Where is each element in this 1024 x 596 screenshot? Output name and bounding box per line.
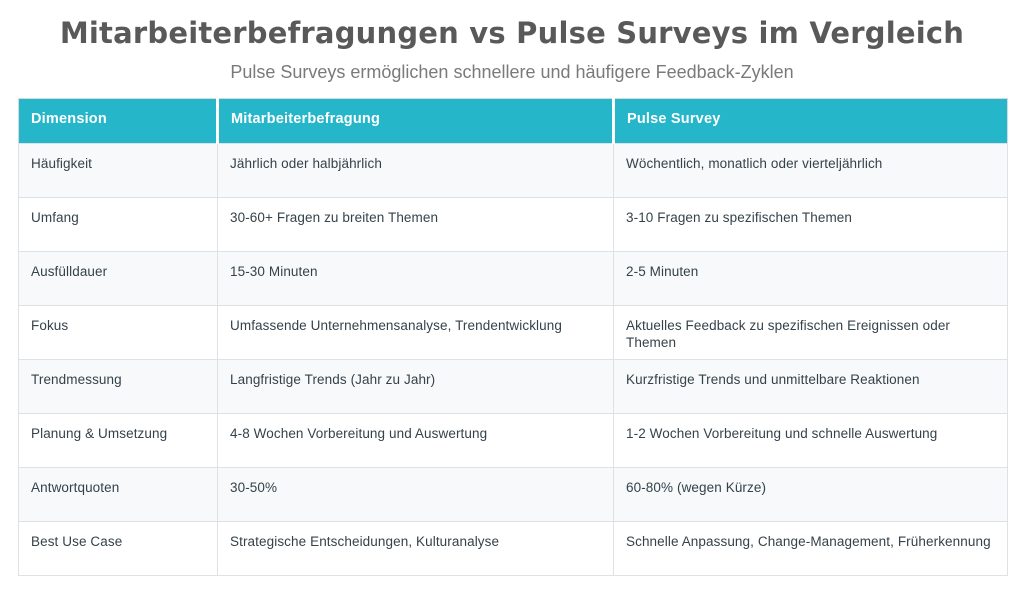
- page-title: Mitarbeiterbefragungen vs Pulse Surveys …: [59, 16, 965, 50]
- table-header-row: Dimension Mitarbeiterbefragung Pulse Sur…: [18, 98, 1008, 144]
- cell-pulse: 2-5 Minuten: [613, 251, 1008, 306]
- cell-pulse: Schnelle Anpassung, Change-Management, F…: [613, 521, 1008, 576]
- cell-pulse: Kurzfristige Trends und unmittelbare Rea…: [613, 359, 1008, 414]
- comparison-table: Dimension Mitarbeiterbefragung Pulse Sur…: [18, 98, 1008, 576]
- cell-pulse: Aktuelles Feedback zu spezifischen Ereig…: [613, 305, 1008, 360]
- cell-befragung: 15-30 Minuten: [217, 251, 614, 306]
- cell-befragung: Jährlich oder halbjährlich: [217, 143, 614, 198]
- cell-pulse: 1-2 Wochen Vorbereitung und schnelle Aus…: [613, 413, 1008, 468]
- cell-dimension: Umfang: [18, 197, 218, 252]
- table-row: Antwortquoten 30-50% 60-80% (wegen Kürze…: [18, 467, 1008, 522]
- table-row: Fokus Umfassende Unternehmensanalyse, Tr…: [18, 305, 1008, 360]
- cell-pulse: 3-10 Fragen zu spezifischen Themen: [613, 197, 1008, 252]
- cell-dimension: Trendmessung: [18, 359, 218, 414]
- page-subtitle: Pulse Surveys ermöglichen schnellere und…: [230, 62, 794, 82]
- table-row: Planung & Umsetzung 4-8 Wochen Vorbereit…: [18, 413, 1008, 468]
- table-row: Trendmessung Langfristige Trends (Jahr z…: [18, 359, 1008, 414]
- column-header-mitarbeiterbefragung: Mitarbeiterbefragung: [216, 98, 614, 144]
- table-header: Dimension Mitarbeiterbefragung Pulse Sur…: [18, 98, 1008, 144]
- cell-dimension: Fokus: [18, 305, 218, 360]
- cell-befragung: Langfristige Trends (Jahr zu Jahr): [217, 359, 614, 414]
- table-body: Häufigkeit Jährlich oder halbjährlich Wö…: [18, 143, 1008, 576]
- column-header-dimension: Dimension: [18, 98, 218, 144]
- cell-befragung: 4-8 Wochen Vorbereitung und Auswertung: [217, 413, 614, 468]
- table-row: Häufigkeit Jährlich oder halbjährlich Wö…: [18, 143, 1008, 198]
- table-row: Umfang 30-60+ Fragen zu breiten Themen 3…: [18, 197, 1008, 252]
- cell-pulse: Wöchentlich, monatlich oder vierteljährl…: [613, 143, 1008, 198]
- cell-befragung: Strategische Entscheidungen, Kulturanaly…: [217, 521, 614, 576]
- cell-dimension: Planung & Umsetzung: [18, 413, 218, 468]
- cell-dimension: Häufigkeit: [18, 143, 218, 198]
- cell-befragung: 30-50%: [217, 467, 614, 522]
- cell-dimension: Best Use Case: [18, 521, 218, 576]
- column-header-pulse-survey: Pulse Survey: [612, 98, 1008, 144]
- table-row: Ausfülldauer 15-30 Minuten 2-5 Minuten: [18, 251, 1008, 306]
- table-row: Best Use Case Strategische Entscheidunge…: [18, 521, 1008, 576]
- cell-pulse: 60-80% (wegen Kürze): [613, 467, 1008, 522]
- cell-befragung: Umfassende Unternehmensanalyse, Trendent…: [217, 305, 614, 360]
- cell-dimension: Antwortquoten: [18, 467, 218, 522]
- cell-dimension: Ausfülldauer: [18, 251, 218, 306]
- cell-befragung: 30-60+ Fragen zu breiten Themen: [217, 197, 614, 252]
